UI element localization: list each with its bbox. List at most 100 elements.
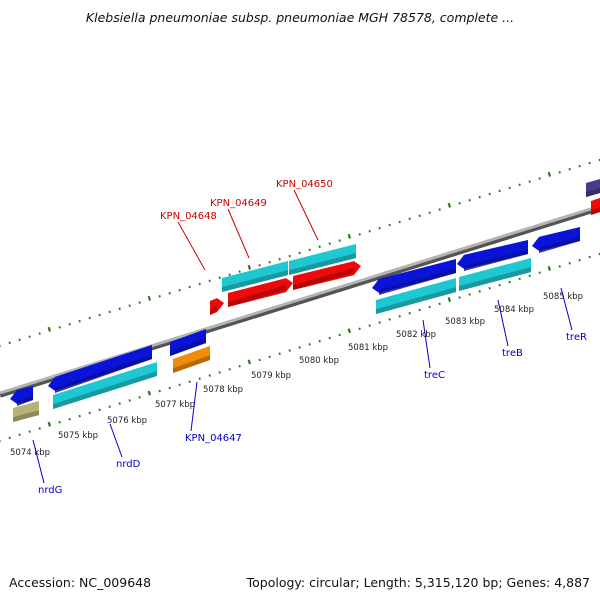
gene-KPN_04647-shade (170, 338, 206, 356)
lower-tick (47, 421, 52, 427)
cds-treC-shade (376, 287, 456, 314)
cds-KPN_04647[interactable] (173, 346, 210, 373)
lower-tick (338, 333, 341, 337)
gene-label-nrdG[interactable]: nrdG (32, 439, 62, 496)
upper-tick (38, 332, 41, 335)
gene-label-KPN_04648[interactable]: KPN_04648 (160, 211, 217, 271)
upper-tick (318, 245, 321, 249)
lower-tick (408, 311, 411, 315)
gene-label-text[interactable]: nrdD (116, 459, 141, 470)
gene-treB-body[interactable] (457, 240, 528, 269)
upper-tick (308, 248, 311, 252)
cds-KPN_04650[interactable] (289, 244, 356, 275)
upper-tick (198, 282, 201, 286)
gene-label-text[interactable]: treB (502, 348, 523, 359)
gene-edge-purple[interactable] (586, 179, 600, 197)
cds-treB[interactable] (459, 258, 531, 291)
cds-nrdG[interactable] (13, 401, 39, 422)
tick-marks (0, 158, 600, 442)
upper-tick (568, 167, 571, 171)
upper-tick (408, 217, 411, 221)
gene-label-treR[interactable]: treR (560, 287, 587, 343)
gene-treC[interactable] (372, 259, 456, 295)
gene-edge-red[interactable] (591, 198, 600, 215)
gene-nrdG[interactable] (10, 386, 33, 406)
upper-tick (458, 202, 461, 205)
gene-KPN_04650[interactable] (293, 261, 361, 290)
lower-tick (418, 308, 421, 312)
upper-tick (428, 211, 431, 214)
upper-tick (258, 264, 261, 267)
leader-line (422, 319, 431, 369)
gene-treR-shade (539, 236, 580, 253)
leader-line (177, 221, 206, 271)
lower-tick (538, 271, 541, 274)
upper-tick (118, 307, 121, 311)
lower-tick (368, 324, 371, 327)
gene-KPN_04649[interactable] (228, 278, 293, 307)
gene-treR-body[interactable] (532, 227, 580, 251)
upper-tick (578, 164, 581, 168)
lower-tick (328, 336, 331, 340)
gene-label-KPN_04650[interactable]: KPN_04650 (276, 179, 333, 241)
gene-label-text[interactable]: KPN_04648 (160, 211, 217, 222)
lower-tick (558, 265, 561, 268)
gene-labels[interactable]: nrdG nrdD KPN_04647 treC treB treR KPN_04648 KP… (32, 179, 587, 496)
lower-tick (108, 405, 111, 408)
gene-treR[interactable] (532, 227, 580, 253)
cds-treC[interactable] (376, 278, 456, 314)
lower-tick (8, 436, 11, 440)
lower-tick (198, 377, 201, 380)
gene-label-treB[interactable]: treB (497, 299, 523, 359)
lower-tick (188, 380, 191, 384)
gene-label-nrdD[interactable]: nrdD (109, 423, 141, 470)
gene-label-treC[interactable]: treC (422, 319, 445, 381)
cds-nrdD[interactable] (53, 362, 157, 409)
upper-tick (347, 233, 352, 239)
upper-tick (298, 251, 301, 255)
gene-label-text[interactable]: KPN_04650 (276, 179, 333, 190)
upper-tick (128, 304, 131, 307)
gene-label-KPN_04649[interactable]: KPN_04649 (210, 198, 267, 259)
upper-tick (388, 223, 391, 227)
lower-tick (158, 389, 161, 393)
lower-tick (147, 390, 152, 396)
gene-treB-shade (464, 249, 528, 271)
gene-KPN_04649-shade (228, 285, 286, 307)
lower-tick (308, 343, 311, 346)
gene-label-KPN_04647[interactable]: KPN_04647 (185, 381, 242, 444)
gene-label-text[interactable]: treR (566, 332, 587, 343)
gene-label-text[interactable]: nrdG (38, 485, 62, 496)
gene-features[interactable] (10, 179, 600, 422)
lower-tick (98, 408, 101, 412)
lower-tick (28, 430, 31, 433)
gene-treB[interactable] (457, 240, 528, 271)
lower-tick (478, 290, 481, 293)
upper-tick (188, 285, 191, 289)
gene-nrdD-body[interactable] (48, 345, 152, 391)
lower-tick (118, 402, 121, 405)
upper-tick (447, 202, 452, 208)
gene-nrdD[interactable] (48, 345, 152, 393)
leader-line (109, 423, 123, 458)
cds-KPN_04649[interactable] (222, 261, 288, 292)
upper-tick (498, 189, 501, 193)
gene-edge-purple-shade (586, 188, 600, 197)
upper-tick (438, 208, 441, 211)
lower-tick (498, 283, 501, 287)
lower-tick (58, 420, 61, 424)
gene-KPN_04648[interactable] (210, 298, 224, 315)
map-title: Klebsiella pneumoniae subsp. pneumoniae … (85, 10, 515, 25)
gene-label-text[interactable]: KPN_04649 (210, 198, 267, 209)
scale-label: 5075 kbp (58, 431, 98, 441)
gene-label-text[interactable]: treC (424, 370, 445, 381)
lower-tick (78, 414, 81, 418)
gene-treC-body[interactable] (372, 259, 456, 293)
leader-line (227, 208, 250, 259)
gene-KPN_04647[interactable] (170, 329, 206, 356)
gene-label-text[interactable]: KPN_04647 (185, 433, 242, 444)
lower-tick (288, 349, 291, 352)
upper-tick (58, 326, 61, 329)
upper-tick (8, 341, 11, 345)
